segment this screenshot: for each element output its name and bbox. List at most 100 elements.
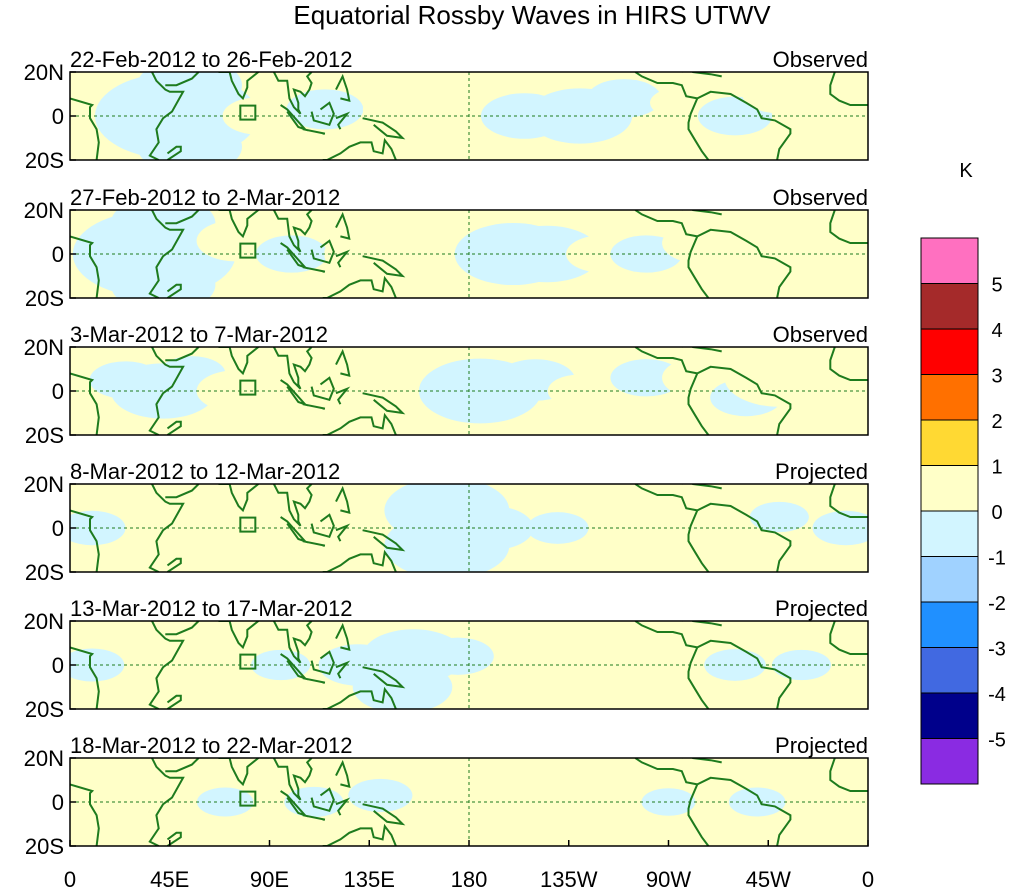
- colorbar-swatch: [920, 419, 979, 466]
- lat-label: 20N: [24, 335, 64, 360]
- coastline: [634, 484, 698, 512]
- lon-label: 90E: [250, 867, 289, 890]
- coastline: [687, 647, 710, 709]
- coastline: [165, 621, 200, 636]
- lat-label: 0: [52, 379, 64, 404]
- panel-status: Observed: [773, 185, 868, 210]
- coastlines: [70, 484, 868, 572]
- coastline: [829, 210, 868, 244]
- coastline: [302, 540, 326, 547]
- lon-label: 90W: [646, 867, 691, 890]
- colorbar-swatch: [920, 328, 979, 375]
- lat-label: 0: [52, 242, 64, 267]
- coastline: [70, 509, 100, 572]
- colorbar-label: -3: [988, 639, 1006, 661]
- colorbar-swatch: [920, 465, 979, 512]
- colorbar-label: 5: [991, 275, 1002, 297]
- colorbar: K 5 4 3 2 1 0 -1 -2 -3 -4 -5: [920, 160, 1006, 785]
- coastline: [310, 787, 335, 813]
- anomaly-contour: [641, 788, 696, 816]
- coastline: [322, 137, 397, 160]
- coastline: [322, 275, 397, 298]
- colorbar-label: -5: [988, 730, 1006, 752]
- anomaly-contour: [196, 787, 254, 817]
- anomaly-contour: [697, 519, 773, 559]
- lat-label: 20S: [25, 148, 64, 173]
- lat-label: 0: [52, 790, 64, 815]
- anomaly-contour: [547, 374, 612, 408]
- coastline: [634, 621, 698, 649]
- coastline: [218, 484, 260, 513]
- anomaly-contour: [728, 787, 786, 817]
- panels: 22-Feb-2012 to 26-Feb-2012 Observed 20N 0 20…: [24, 47, 869, 859]
- coastline: [687, 510, 710, 572]
- coastline: [70, 783, 100, 846]
- coastline: [681, 72, 722, 78]
- coastline: [829, 72, 868, 106]
- anomaly-contour: [255, 235, 328, 273]
- anomaly-contour: [422, 637, 494, 675]
- coastline: [322, 823, 397, 846]
- coastline: [166, 145, 182, 160]
- coastline: [273, 347, 313, 390]
- anomaly-contour: [704, 649, 766, 681]
- colorbar-label: -4: [988, 684, 1006, 706]
- coastline: [166, 283, 182, 298]
- coastline: [148, 210, 185, 298]
- coastline: [165, 347, 200, 362]
- anomaly-contour: [511, 652, 560, 678]
- colorbar-unit: K: [959, 160, 973, 182]
- coastline: [310, 376, 335, 402]
- coastlines: [70, 621, 868, 709]
- lat-label: 20S: [25, 697, 64, 722]
- coastline: [335, 485, 351, 514]
- coastline: [696, 365, 792, 435]
- coastline: [696, 502, 792, 572]
- colorbar-swatch: [920, 647, 979, 694]
- lat-label: 20N: [24, 60, 64, 85]
- colorbar-swatch: [920, 601, 979, 648]
- lat-label: 0: [52, 516, 64, 541]
- coastline: [362, 117, 406, 140]
- coastline: [634, 758, 698, 786]
- coastline: [335, 73, 351, 102]
- coastlines: [70, 758, 868, 846]
- panel-date-range: 8-Mar-2012 to 12-Mar-2012: [70, 459, 340, 484]
- coastline: [829, 484, 868, 518]
- coastlines: [70, 347, 868, 435]
- coastline: [829, 621, 868, 655]
- lat-label: 20S: [25, 423, 64, 448]
- anomaly-contour: [771, 649, 832, 681]
- panel-date-range: 22-Feb-2012 to 26-Feb-2012: [70, 47, 353, 72]
- coastline: [148, 347, 185, 435]
- anomaly-contour: [254, 376, 329, 415]
- coastline: [687, 236, 710, 298]
- anomaly-contour: [564, 782, 640, 822]
- coastline: [218, 72, 260, 101]
- anomaly-contour: [610, 359, 683, 397]
- coastline: [218, 210, 260, 239]
- lat-label: 20S: [25, 560, 64, 585]
- region-box: [239, 379, 257, 396]
- figure-title: Equatorial Rossby Waves in HIRS UTWV: [293, 0, 771, 30]
- coastline: [165, 210, 200, 225]
- panel-date-range: 13-Mar-2012 to 17-Mar-2012: [70, 596, 352, 621]
- coastline: [273, 72, 313, 115]
- coastline: [218, 621, 260, 650]
- coastline: [696, 90, 792, 160]
- lon-label: 45W: [746, 867, 791, 890]
- coastline: [310, 513, 335, 539]
- coastline: [273, 484, 313, 527]
- coastline: [696, 639, 792, 709]
- anomaly-contour: [352, 660, 453, 709]
- coastline: [70, 646, 100, 709]
- coastline: [634, 72, 698, 100]
- coastline: [335, 211, 351, 240]
- anomaly-contour: [432, 788, 484, 816]
- region-box: [239, 653, 257, 670]
- coastline: [70, 372, 100, 435]
- anomaly-contour: [749, 501, 809, 533]
- coastline: [273, 758, 313, 801]
- coastline: [302, 814, 326, 821]
- coastline: [681, 210, 722, 216]
